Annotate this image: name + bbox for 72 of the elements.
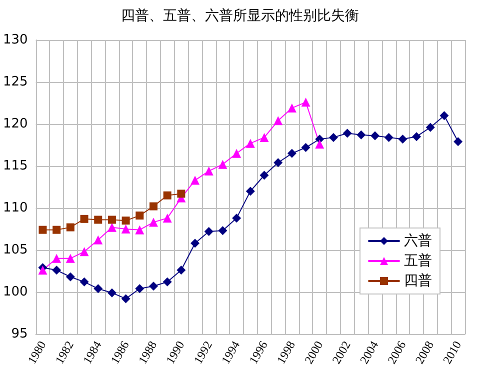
point <box>426 122 435 132</box>
point <box>136 212 144 220</box>
point <box>204 227 214 236</box>
point <box>107 222 116 232</box>
point <box>135 284 144 294</box>
point <box>440 111 449 120</box>
point <box>80 247 89 256</box>
point <box>38 226 47 234</box>
y-tick-label: 120 <box>2 116 28 132</box>
point <box>190 238 200 248</box>
point <box>232 214 242 223</box>
point <box>162 277 172 286</box>
point <box>370 131 380 140</box>
point <box>52 254 62 263</box>
point <box>287 104 296 113</box>
point <box>94 216 102 224</box>
point <box>315 140 324 149</box>
chart-title: 四普、五普、六普所显示的性别比失衡 <box>121 7 359 24</box>
point <box>356 130 366 140</box>
point <box>122 216 130 225</box>
legend-label: 六普 <box>404 232 432 249</box>
point <box>121 224 130 234</box>
point <box>287 148 296 158</box>
point <box>163 191 172 200</box>
point <box>176 266 186 275</box>
point <box>260 132 269 142</box>
point <box>148 218 158 227</box>
y-tick-label: 95 <box>11 326 28 342</box>
y-tick-label: 110 <box>2 200 28 216</box>
point <box>218 226 228 236</box>
point <box>232 148 242 158</box>
point <box>66 272 75 282</box>
point <box>246 186 255 196</box>
point <box>38 266 48 275</box>
point <box>80 214 88 223</box>
y-tick-label: 115 <box>2 158 28 174</box>
point <box>454 137 463 146</box>
y-tick-label: 100 <box>2 284 28 300</box>
point <box>384 132 394 142</box>
legend-label: 五普 <box>404 252 432 269</box>
point <box>121 294 130 304</box>
legend-label: 四普 <box>404 272 432 289</box>
point <box>107 288 116 298</box>
point <box>66 254 75 263</box>
point <box>274 158 283 168</box>
y-tick-label: 125 <box>2 74 28 90</box>
y-tick-label: 105 <box>2 242 28 258</box>
point <box>398 134 408 144</box>
point <box>260 170 269 180</box>
point <box>190 176 200 185</box>
point <box>301 98 310 107</box>
point <box>204 166 214 176</box>
point <box>328 132 338 142</box>
y-tick-label: 130 <box>2 32 28 48</box>
point <box>412 132 422 142</box>
point <box>218 160 228 169</box>
point <box>149 202 158 210</box>
point <box>246 138 255 148</box>
point <box>177 190 186 198</box>
point <box>108 216 116 224</box>
point <box>274 116 283 126</box>
point <box>148 282 158 291</box>
point <box>342 128 352 138</box>
point <box>66 223 74 232</box>
point <box>162 214 172 223</box>
point <box>52 226 61 234</box>
point <box>52 266 62 275</box>
point <box>80 277 89 286</box>
point <box>94 235 103 244</box>
point <box>301 143 310 152</box>
point <box>135 225 144 234</box>
point <box>94 284 103 294</box>
